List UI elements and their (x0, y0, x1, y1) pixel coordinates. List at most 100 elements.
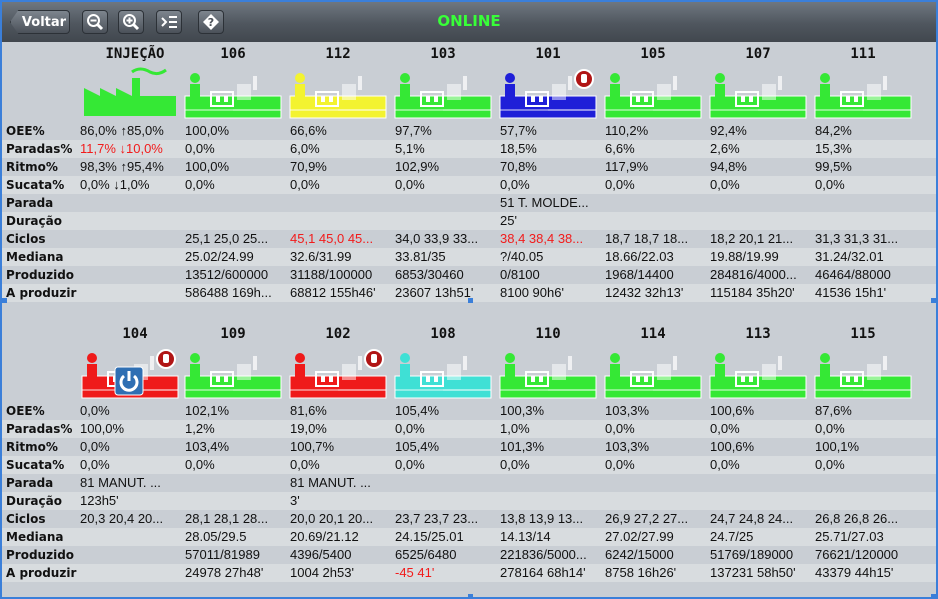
question-diamond-icon: ? (203, 14, 219, 30)
machine-name: 107 (745, 46, 771, 62)
metric-value: 8758 16h26' (605, 565, 677, 580)
machine-card[interactable] (498, 66, 598, 124)
machine-card[interactable] (498, 346, 598, 404)
metric-value: 94,8% (710, 159, 747, 174)
metric-value: 5,1% (395, 141, 425, 156)
indent-icon (161, 16, 177, 28)
metrics-row: Paradas% 11,7% ↓10,0% 0,0% 6,0% 5,1% 18,5% 6,6… (2, 140, 936, 158)
injection-machine-icon (709, 73, 807, 119)
resize-handle[interactable] (2, 298, 7, 303)
metric-value: 26,9 27,2 27... (605, 511, 689, 526)
machine-card[interactable] (813, 66, 913, 124)
metric-value: 19,0% (290, 421, 327, 436)
metric-value: 70,9% (290, 159, 327, 174)
metrics-row: Paradas% 100,0% 1,2% 19,0% 0,0% 1,0% 0,0% 0,0% 0… (2, 420, 936, 438)
machine-card[interactable] (288, 346, 388, 404)
summary-machine[interactable] (80, 66, 180, 124)
factory-icon (84, 67, 176, 116)
machine-card[interactable] (708, 66, 808, 124)
metric-value: 0,0% (815, 421, 845, 436)
summary-title: INJEÇÃO (105, 46, 165, 62)
metric-value: 102,1% (185, 403, 230, 418)
metric-value: 0,0% (185, 141, 215, 156)
resize-handle[interactable] (931, 298, 936, 303)
metric-value: 6,0% (290, 141, 320, 156)
metric-value: 57,7% (500, 123, 537, 138)
metric-value: 99,5% (815, 159, 852, 174)
summary-machine[interactable] (80, 346, 180, 404)
metric-value: 100,0% (185, 159, 230, 174)
machine-card[interactable] (393, 346, 493, 404)
metric-value: 23607 13h51' (395, 285, 474, 300)
metric-value: 43379 44h15' (815, 565, 894, 580)
machine-card[interactable] (183, 346, 283, 404)
resize-handle[interactable] (468, 298, 473, 303)
metric-value: 137231 58h50' (710, 565, 796, 580)
summary-value: 100,0% (80, 421, 125, 436)
machine-name: 109 (220, 326, 246, 342)
injection-machine-icon (604, 73, 702, 119)
machine-name: 105 (640, 46, 666, 62)
metric-value: 25.02/24.99 (185, 249, 254, 264)
metrics-row: OEE% 0,0% 102,1% 81,6% 105,4% 100,3% 103,3% 100… (2, 402, 936, 420)
metric-value: 0/8100 (500, 267, 540, 282)
injection-machine-icon (394, 353, 492, 399)
resize-handle[interactable] (931, 594, 936, 599)
machine-card[interactable] (183, 66, 283, 124)
metric-value: 6525/6480 (395, 547, 457, 562)
zoom-in-button[interactable] (118, 10, 144, 34)
metric-value: 18,7 18,7 18... (605, 231, 689, 246)
metric-value: 0,0% (185, 177, 215, 192)
metrics-row: A produzir 586488 169h... 68812 155h46' 236… (2, 284, 936, 302)
indent-button[interactable] (156, 10, 182, 34)
machine-card[interactable] (708, 346, 808, 404)
machine-name: 108 (430, 326, 456, 342)
resize-handle[interactable] (468, 594, 473, 599)
zoom-out-button[interactable] (82, 10, 108, 34)
machine-card[interactable] (288, 66, 388, 124)
machine-name: 110 (535, 326, 561, 342)
metric-value: 103,4% (185, 439, 230, 454)
metric-value: 25.71/27.03 (815, 529, 884, 544)
metric-value: 103,3% (605, 403, 650, 418)
metrics-row: Duração 25' (2, 212, 936, 230)
summary-value: 20,3 20,4 20... (80, 511, 164, 526)
metric-value: 101,3% (500, 439, 545, 454)
metric-value: 97,7% (395, 123, 432, 138)
metric-value: 32.6/31.99 (290, 249, 352, 264)
metrics-row: A produzir 24978 27h48' 1004 2h53' -45 41' 2… (2, 564, 936, 582)
metric-value: 0,0% (605, 457, 635, 472)
machine-card[interactable] (813, 346, 913, 404)
svg-text:?: ? (208, 16, 214, 29)
metric-value: 117,9% (605, 159, 649, 174)
row-label: OEE% (6, 124, 45, 138)
metric-value: 92,4% (710, 123, 747, 138)
metric-value: 0,0% (290, 177, 320, 192)
machine-name: 111 (850, 46, 876, 62)
machine-card[interactable] (393, 66, 493, 124)
toolbar: Voltar ? ONLINE (2, 2, 936, 42)
row-label: OEE% (6, 404, 45, 418)
metric-value: 24.15/25.01 (395, 529, 464, 544)
metrics-row: Ritmo% 0,0% 103,4% 100,7% 105,4% 101,3% 103,3%… (2, 438, 936, 456)
injection-machine-icon (814, 353, 912, 399)
metric-value: 0,0% (605, 177, 635, 192)
injection-machine-icon (604, 353, 702, 399)
machine-card[interactable] (603, 346, 703, 404)
metric-value: 100,6% (710, 403, 755, 418)
summary-value: 0,0% (80, 457, 110, 472)
metric-value: 28.05/29.5 (185, 529, 247, 544)
machine-card[interactable] (603, 66, 703, 124)
metric-value: 81,6% (290, 403, 327, 418)
metric-value: 51 T. MOLDE... (500, 195, 589, 210)
row-label: Sucata% (6, 178, 65, 192)
summary-value: 123h5' (80, 493, 119, 508)
metric-value: 81 MANUT. ... (290, 475, 371, 490)
back-button[interactable]: Voltar (10, 10, 70, 34)
row-label: Duração (6, 214, 62, 228)
metrics-row: Duração 123h5' 3' (2, 492, 936, 510)
machine-name: 115 (850, 326, 876, 342)
metric-value: 18.66/22.03 (605, 249, 674, 264)
help-button[interactable]: ? (198, 10, 224, 34)
